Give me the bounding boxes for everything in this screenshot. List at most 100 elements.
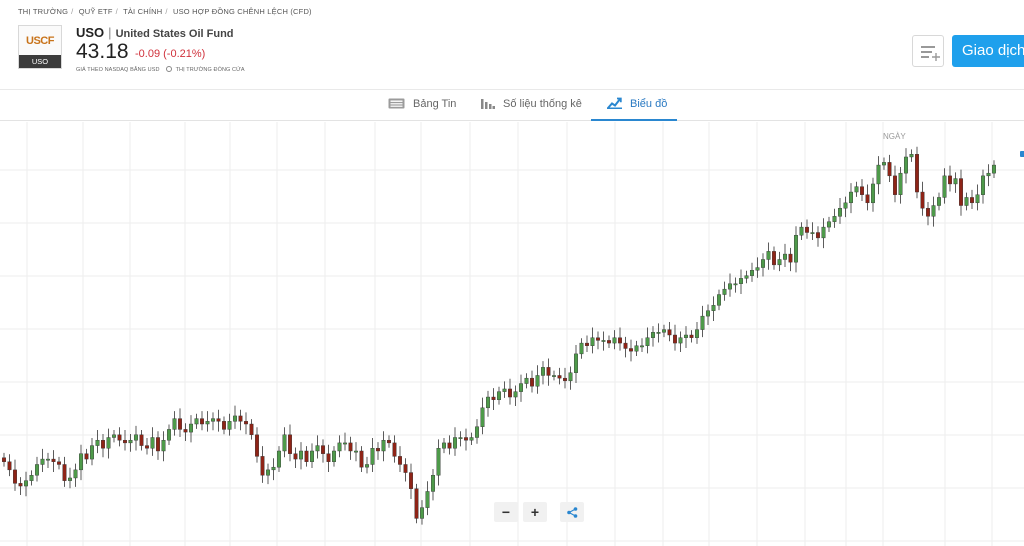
zoom-out-button[interactable]: − — [494, 502, 518, 522]
trade-button[interactable]: Giao dịch — [952, 35, 1024, 67]
candle-body-down — [2, 457, 6, 462]
candle-body-up — [739, 278, 744, 284]
candle-body-up — [986, 172, 991, 177]
candle-body-up — [744, 275, 749, 279]
zoom-in-button[interactable]: + — [523, 502, 547, 522]
candle-body-up — [513, 391, 518, 398]
candle — [315, 435, 320, 459]
breadcrumb-item-financial[interactable]: TÀI CHÍNH — [123, 7, 163, 16]
candle-body-down — [51, 458, 56, 462]
candle-body-up — [640, 345, 645, 348]
candle — [254, 427, 259, 463]
candle — [199, 411, 204, 431]
candle — [948, 165, 953, 192]
candle-body-up — [458, 437, 463, 439]
candle — [100, 433, 105, 458]
candle-body-down — [155, 437, 160, 452]
candle — [585, 335, 590, 352]
candle-body-down — [183, 429, 188, 433]
candle — [238, 409, 243, 431]
candle — [321, 439, 326, 463]
candle — [359, 446, 364, 473]
candle-body-down — [596, 337, 601, 341]
candle-body-down — [304, 450, 309, 462]
candle — [78, 444, 83, 481]
candle — [931, 196, 936, 227]
candle-body-down — [865, 194, 870, 204]
candle-body-up — [46, 458, 51, 461]
chart-grid — [0, 122, 1024, 546]
candle — [920, 181, 925, 216]
candle — [89, 438, 94, 466]
candle — [144, 438, 149, 455]
candle — [183, 423, 188, 442]
candle — [530, 370, 535, 393]
candle — [832, 208, 837, 228]
add-to-watchlist-button[interactable] — [912, 35, 944, 67]
breadcrumb-item-etf[interactable]: QUỸ ETF — [78, 7, 113, 16]
candle-body-down — [100, 439, 105, 449]
tab-statistics[interactable]: Số liệu thống kê — [481, 90, 582, 121]
candle — [464, 428, 469, 451]
candle-body-up — [854, 186, 859, 193]
candle-body-up — [232, 415, 237, 422]
candle — [106, 428, 111, 459]
candle-body-up — [728, 283, 733, 290]
candle-body-up — [898, 172, 903, 195]
candle — [937, 192, 942, 211]
candle-body-up — [67, 477, 72, 481]
tab-chart[interactable]: Biểu đồ — [591, 90, 677, 121]
candle — [761, 253, 766, 277]
price-chart[interactable]: NGÀY — [0, 122, 1024, 546]
price-source: GIÁ THEO NASDAQ BẰNG USD — [76, 67, 160, 73]
candle-body-up — [810, 232, 815, 234]
candle — [733, 277, 738, 293]
candle-body-up — [711, 305, 716, 311]
candle — [139, 429, 144, 451]
candle-body-up — [78, 453, 83, 471]
candle-body-up — [106, 437, 111, 449]
candle — [354, 442, 359, 462]
candle-body-up — [843, 202, 848, 209]
candle — [887, 154, 892, 183]
candle — [227, 413, 232, 436]
instrument-price: 43.18 — [76, 40, 129, 63]
candle-body-down — [57, 461, 62, 465]
candle-body-up — [645, 337, 650, 346]
tab-chart-label: Biểu đồ — [630, 98, 668, 110]
candle-body-up — [282, 434, 287, 452]
candle-body-up — [942, 175, 947, 198]
candle-body-up — [794, 234, 799, 263]
candle-body-down — [293, 453, 298, 460]
tab-news[interactable]: Bảng Tin — [388, 90, 456, 121]
candle — [634, 340, 639, 357]
candle — [387, 435, 392, 448]
candle-body-up — [271, 466, 276, 471]
candle — [326, 444, 331, 473]
candle-body-up — [266, 469, 271, 476]
candle — [959, 169, 964, 216]
candle — [40, 448, 45, 473]
candle-body-down — [915, 154, 920, 193]
candle-body-up — [783, 253, 788, 260]
candle — [442, 438, 447, 454]
chart-zoom-controls: − + — [494, 502, 584, 522]
candle-body-down — [238, 415, 243, 422]
candle — [656, 323, 661, 343]
candle-body-up — [475, 426, 480, 438]
candle-body-down — [398, 456, 403, 465]
candle — [722, 281, 727, 301]
candle — [601, 331, 606, 351]
candle — [618, 327, 623, 351]
candle — [612, 330, 617, 350]
breadcrumb-item-markets[interactable]: THỊ TRƯỜNG — [18, 7, 69, 16]
candle-body-up — [442, 442, 447, 449]
share-chart-button[interactable] — [560, 502, 584, 522]
candle — [711, 296, 716, 321]
candle-body-up — [524, 377, 529, 384]
candle-body-down — [62, 464, 67, 481]
candle-body-up — [552, 375, 557, 377]
candle — [689, 330, 694, 343]
candle — [453, 427, 458, 456]
candle — [970, 189, 975, 210]
